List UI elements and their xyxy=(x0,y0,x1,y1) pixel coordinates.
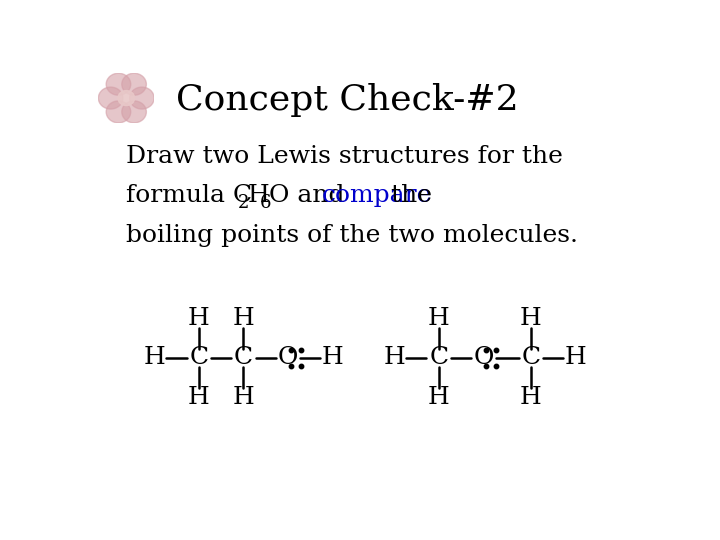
Text: O and: O and xyxy=(269,184,353,207)
Text: 2: 2 xyxy=(238,194,249,212)
Text: H: H xyxy=(188,307,210,330)
Text: Draw two Lewis structures for the: Draw two Lewis structures for the xyxy=(126,145,563,168)
Text: compare: compare xyxy=(322,184,432,207)
Text: H: H xyxy=(428,307,449,330)
Text: 6: 6 xyxy=(260,194,271,212)
Text: O: O xyxy=(278,347,298,369)
Text: H: H xyxy=(383,347,405,369)
Text: the: the xyxy=(383,184,432,207)
Text: H: H xyxy=(428,386,449,409)
Text: H: H xyxy=(143,347,165,369)
Text: H: H xyxy=(520,307,541,330)
Text: C: C xyxy=(234,347,253,369)
Text: C: C xyxy=(189,347,208,369)
Text: H: H xyxy=(322,347,343,369)
Text: formula C: formula C xyxy=(126,184,253,207)
Text: C: C xyxy=(521,347,541,369)
Text: H: H xyxy=(233,386,254,409)
Text: H: H xyxy=(233,307,254,330)
Text: C: C xyxy=(429,347,449,369)
Text: boiling points of the two molecules.: boiling points of the two molecules. xyxy=(126,224,578,247)
Text: O: O xyxy=(473,347,494,369)
Text: H: H xyxy=(188,386,210,409)
Text: H: H xyxy=(248,184,270,207)
Text: H: H xyxy=(564,347,586,369)
Text: H: H xyxy=(520,386,541,409)
Text: Concept Check-#2: Concept Check-#2 xyxy=(176,83,519,117)
